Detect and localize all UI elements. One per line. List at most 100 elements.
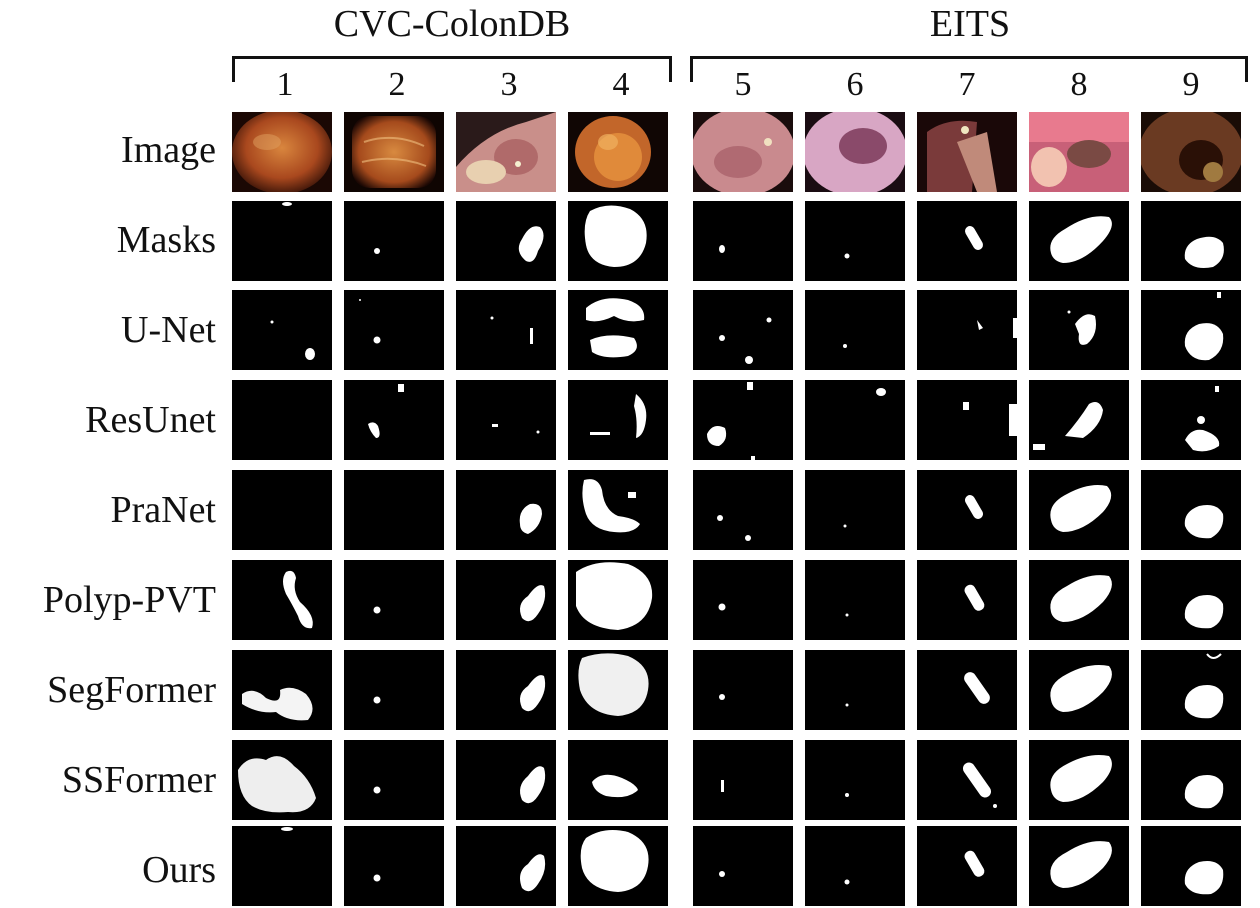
mask-resunet-8 [1029,380,1129,460]
mask-segformer-3 [456,650,556,730]
column-number-1: 1 [276,66,294,103]
mask-ssformer-4 [568,740,668,820]
mask-polyp-pvt-1 [232,560,332,640]
mask-u-net-1 [232,290,332,370]
mask-ssformer-6 [805,740,905,820]
mask-ssformer-5 [693,740,793,820]
colonoscopy-image-3 [456,112,556,192]
colonoscopy-image-1 [232,112,332,192]
column-number-5: 5 [734,66,752,103]
mask-resunet-3 [456,380,556,460]
mask-resunet-7 [917,380,1017,460]
mask-ours-6 [805,826,905,906]
row-label-resunet: ResUnet [85,399,216,441]
colonoscopy-image-9 [1141,112,1241,192]
column-number-6: 6 [846,66,864,103]
mask-ground-truth-6 [805,201,905,281]
mask-ours-9 [1141,826,1241,906]
mask-pranet-1 [232,470,332,550]
colonoscopy-image-5 [693,112,793,192]
mask-u-net-7 [917,290,1017,370]
mask-ours-4 [568,826,668,906]
column-number-9: 9 [1182,66,1200,103]
group-title-cvc-colondb: CVC-ColonDB [333,3,571,45]
mask-pranet-7 [917,470,1017,550]
mask-pranet-3 [456,470,556,550]
mask-resunet-5 [693,380,793,460]
mask-ground-truth-8 [1029,201,1129,281]
mask-ground-truth-5 [693,201,793,281]
mask-resunet-9 [1141,380,1241,460]
mask-ground-truth-2 [344,201,444,281]
mask-polyp-pvt-6 [805,560,905,640]
mask-polyp-pvt-5 [693,560,793,640]
mask-u-net-4 [568,290,668,370]
row-label-ssformer: SSFormer [61,759,216,801]
mask-ours-7 [917,826,1017,906]
mask-u-net-8 [1029,290,1129,370]
mask-resunet-1 [232,380,332,460]
mask-ssformer-8 [1029,740,1129,820]
mask-resunet-2 [344,380,444,460]
mask-segformer-6 [805,650,905,730]
mask-ours-8 [1029,826,1129,906]
mask-ground-truth-1 [232,201,332,281]
mask-ours-1 [232,826,332,906]
colonoscopy-image-6 [805,112,905,192]
mask-ground-truth-3 [456,201,556,281]
column-number-2: 2 [388,66,406,103]
mask-pranet-2 [344,470,444,550]
mask-ssformer-9 [1141,740,1241,820]
mask-segformer-8 [1029,650,1129,730]
mask-segformer-2 [344,650,444,730]
mask-segformer-5 [693,650,793,730]
row-label-image: Image [121,129,216,171]
mask-u-net-9 [1141,290,1241,370]
mask-u-net-6 [805,290,905,370]
mask-pranet-5 [693,470,793,550]
mask-ssformer-2 [344,740,444,820]
mask-ssformer-1 [232,740,332,820]
mask-resunet-6 [805,380,905,460]
mask-polyp-pvt-4 [568,560,668,640]
colonoscopy-image-7 [917,112,1017,192]
row-label-pranet: PraNet [110,489,216,531]
mask-ground-truth-7 [917,201,1017,281]
bracket-cvc-colondb [232,56,672,82]
column-number-3: 3 [500,66,518,103]
colonoscopy-image-8 [1029,112,1129,192]
mask-pranet-8 [1029,470,1129,550]
column-number-7: 7 [958,66,976,103]
row-label-ours: Ours [142,849,216,891]
mask-polyp-pvt-3 [456,560,556,640]
mask-u-net-2 [344,290,444,370]
row-label-segformer: SegFormer [47,669,216,711]
mask-ours-5 [693,826,793,906]
mask-segformer-1 [232,650,332,730]
row-label-masks: Masks [116,219,216,261]
mask-pranet-9 [1141,470,1241,550]
mask-ours-2 [344,826,444,906]
colonoscopy-image-2 [344,112,444,192]
mask-segformer-9 [1141,650,1241,730]
mask-segformer-7 [917,650,1017,730]
row-label-polyp-pvt: Polyp-PVT [42,579,216,621]
mask-polyp-pvt-2 [344,560,444,640]
row-label-u-net: U-Net [121,309,216,351]
mask-ssformer-3 [456,740,556,820]
mask-ours-3 [456,826,556,906]
mask-ssformer-7 [917,740,1017,820]
mask-u-net-5 [693,290,793,370]
mask-pranet-6 [805,470,905,550]
group-title-eits: EITS [929,3,1011,45]
colonoscopy-image-4 [568,112,668,192]
column-number-8: 8 [1070,66,1088,103]
mask-u-net-3 [456,290,556,370]
mask-polyp-pvt-8 [1029,560,1129,640]
mask-segformer-4 [568,650,668,730]
mask-ground-truth-4 [568,201,668,281]
mask-polyp-pvt-9 [1141,560,1241,640]
mask-pranet-4 [568,470,668,550]
mask-resunet-4 [568,380,668,460]
mask-polyp-pvt-7 [917,560,1017,640]
